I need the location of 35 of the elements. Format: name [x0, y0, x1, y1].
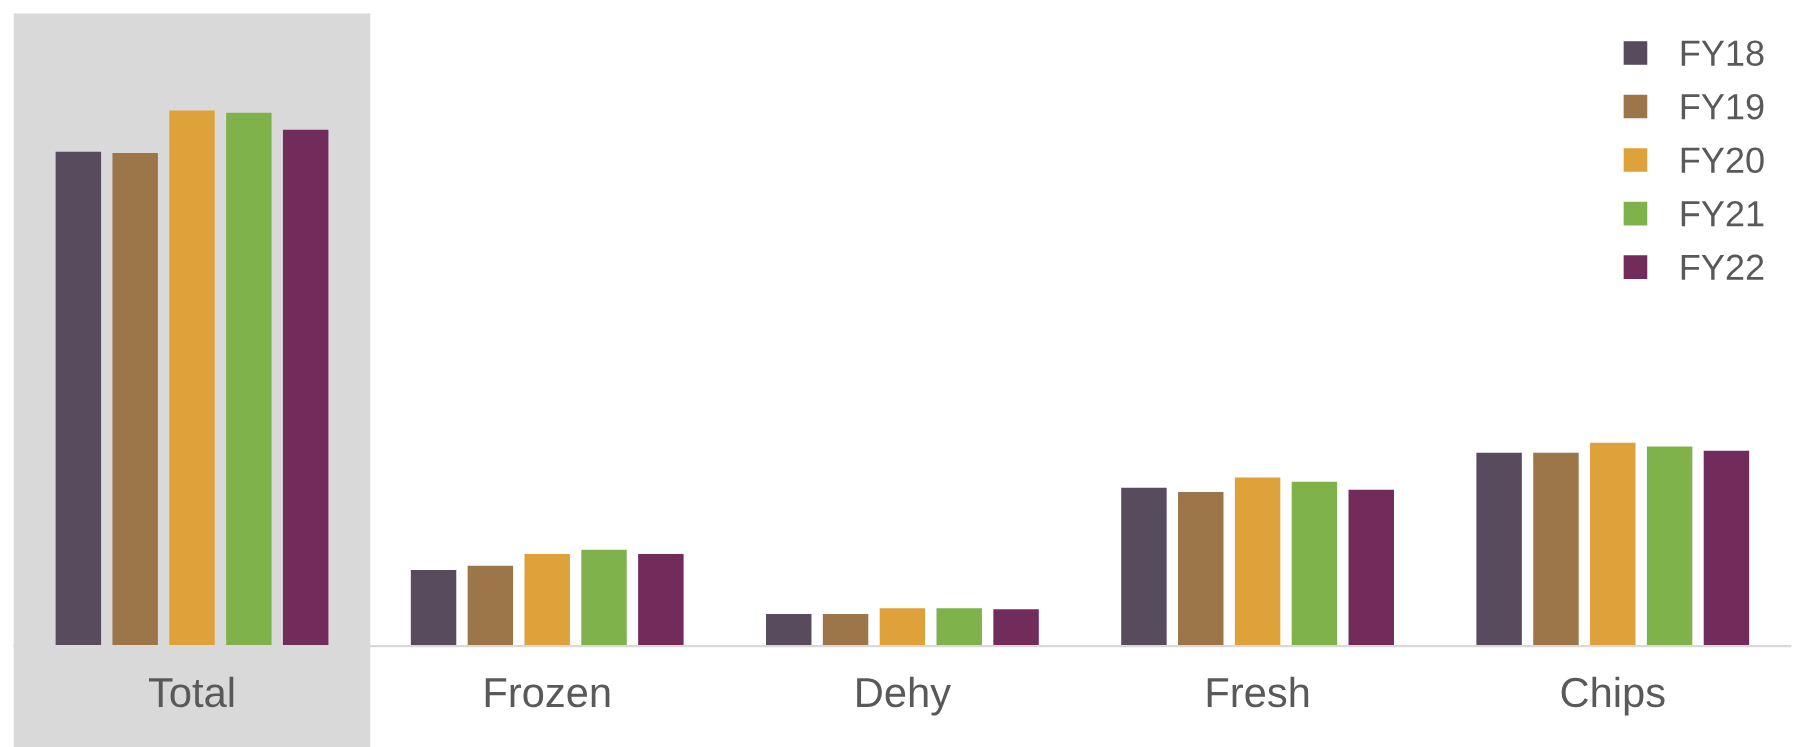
- bar: [1533, 452, 1579, 647]
- bar: [638, 554, 684, 647]
- bar: [1234, 477, 1281, 647]
- bar: [766, 614, 812, 647]
- bar: [1646, 446, 1693, 647]
- bar: [55, 151, 102, 647]
- legend-label: FY20: [1681, 147, 1764, 174]
- bar: [1121, 487, 1167, 647]
- legend-label: FY19: [1681, 93, 1764, 120]
- x-tick-label: Frozen: [485, 678, 610, 708]
- bar: [879, 608, 926, 647]
- bar: [1590, 442, 1636, 647]
- bar: [1348, 489, 1394, 647]
- legend-label: FY21: [1681, 200, 1764, 227]
- bar: [1703, 450, 1750, 647]
- bar: [467, 565, 514, 647]
- bar: [993, 609, 1039, 647]
- x-tick-label: Total: [148, 676, 234, 708]
- bar: [581, 549, 627, 647]
- bar: [524, 554, 570, 647]
- x-tick-label: Fresh: [1207, 676, 1309, 708]
- bar: [1476, 452, 1522, 647]
- bar: [1178, 491, 1224, 647]
- legend-label: FY18: [1681, 40, 1764, 66]
- bar: [936, 608, 982, 647]
- bar: [410, 570, 457, 647]
- bar: [112, 152, 158, 647]
- bar: [226, 112, 272, 647]
- legend-label: FY22: [1681, 254, 1764, 280]
- x-tick-label: Dehy: [857, 676, 951, 716]
- bar: [282, 129, 329, 647]
- bar: [169, 110, 215, 647]
- bar: [822, 614, 869, 647]
- bar: [1291, 481, 1338, 647]
- x-tick-label: Chips: [1561, 676, 1665, 716]
